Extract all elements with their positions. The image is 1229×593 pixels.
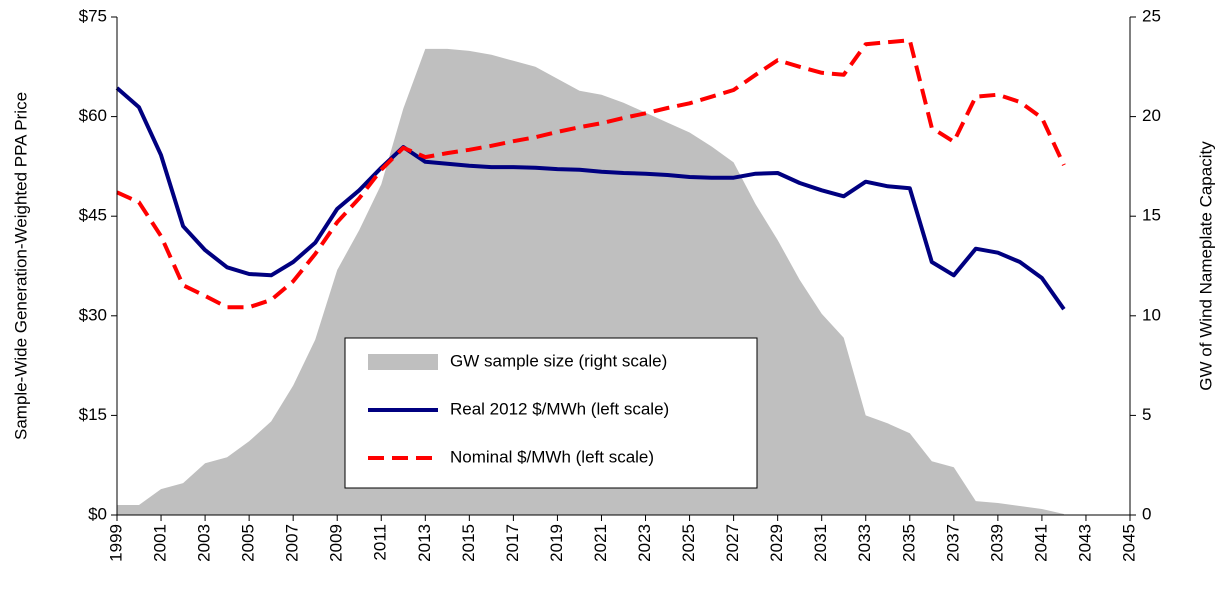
x-tick-label: 2007: [283, 524, 302, 562]
x-tick-label: 2015: [459, 524, 478, 562]
x-tick-label: 2035: [899, 524, 918, 562]
x-tick-label: 2013: [415, 524, 434, 562]
x-tick-label: 2003: [195, 524, 214, 562]
x-tick-label: 2043: [1075, 524, 1094, 562]
y-tick-label: $60: [79, 106, 107, 125]
line: [115, 86, 1066, 311]
x-tick-label: 1999: [106, 524, 125, 562]
y-tick-label: $75: [79, 6, 107, 25]
x-tick-label: 2037: [943, 524, 962, 562]
y2-tick-label: 0: [1142, 504, 1151, 523]
x-tick-label: 2031: [811, 524, 830, 562]
x-tick-label: 2019: [547, 524, 566, 562]
y2-tick-label: 15: [1142, 206, 1161, 225]
y2-tick-label: 20: [1142, 106, 1161, 125]
x-tick-label: 2023: [635, 524, 654, 562]
x-tick-label: 2011: [371, 524, 390, 561]
x-tick-label: 2005: [239, 524, 258, 562]
legend-swatch: [368, 354, 438, 370]
x-tick-label: 2001: [151, 524, 170, 562]
legend-label: GW sample size (right scale): [450, 351, 667, 370]
y-axis-title: Sample-Wide Generation-Weighted PPA Pric…: [11, 92, 30, 440]
y2-tick-label: 10: [1142, 305, 1161, 324]
y2-tick-label: 5: [1142, 405, 1151, 424]
x-tick-label: 2029: [767, 524, 786, 562]
y-tick-label: $45: [79, 206, 107, 225]
legend-label: Real 2012 $/MWh (left scale): [450, 399, 669, 418]
x-tick-label: 2027: [723, 524, 742, 562]
x-tick-label: 2025: [679, 524, 698, 562]
x-tick-label: 2017: [503, 524, 522, 562]
y-tick-label: $0: [88, 504, 107, 523]
x-tick-label: 2041: [1031, 524, 1050, 562]
line: [116, 38, 1066, 310]
legend-label: Nominal $/MWh (left scale): [450, 447, 654, 466]
y2-axis-title: GW of Wind Nameplate Capacity: [1196, 141, 1215, 391]
x-tick-label: 2021: [591, 524, 610, 562]
legend: GW sample size (right scale) Real 2012 $/…: [344, 337, 758, 489]
y-tick-label: $30: [79, 305, 107, 324]
x-tick-label: 2009: [327, 524, 346, 562]
x-tick-label: 2045: [1119, 524, 1138, 562]
x-tick-label: 2039: [987, 524, 1006, 562]
y-tick-label: $15: [79, 405, 107, 424]
x-tick-label: 2033: [855, 524, 874, 562]
y2-tick-label: 25: [1142, 6, 1161, 25]
